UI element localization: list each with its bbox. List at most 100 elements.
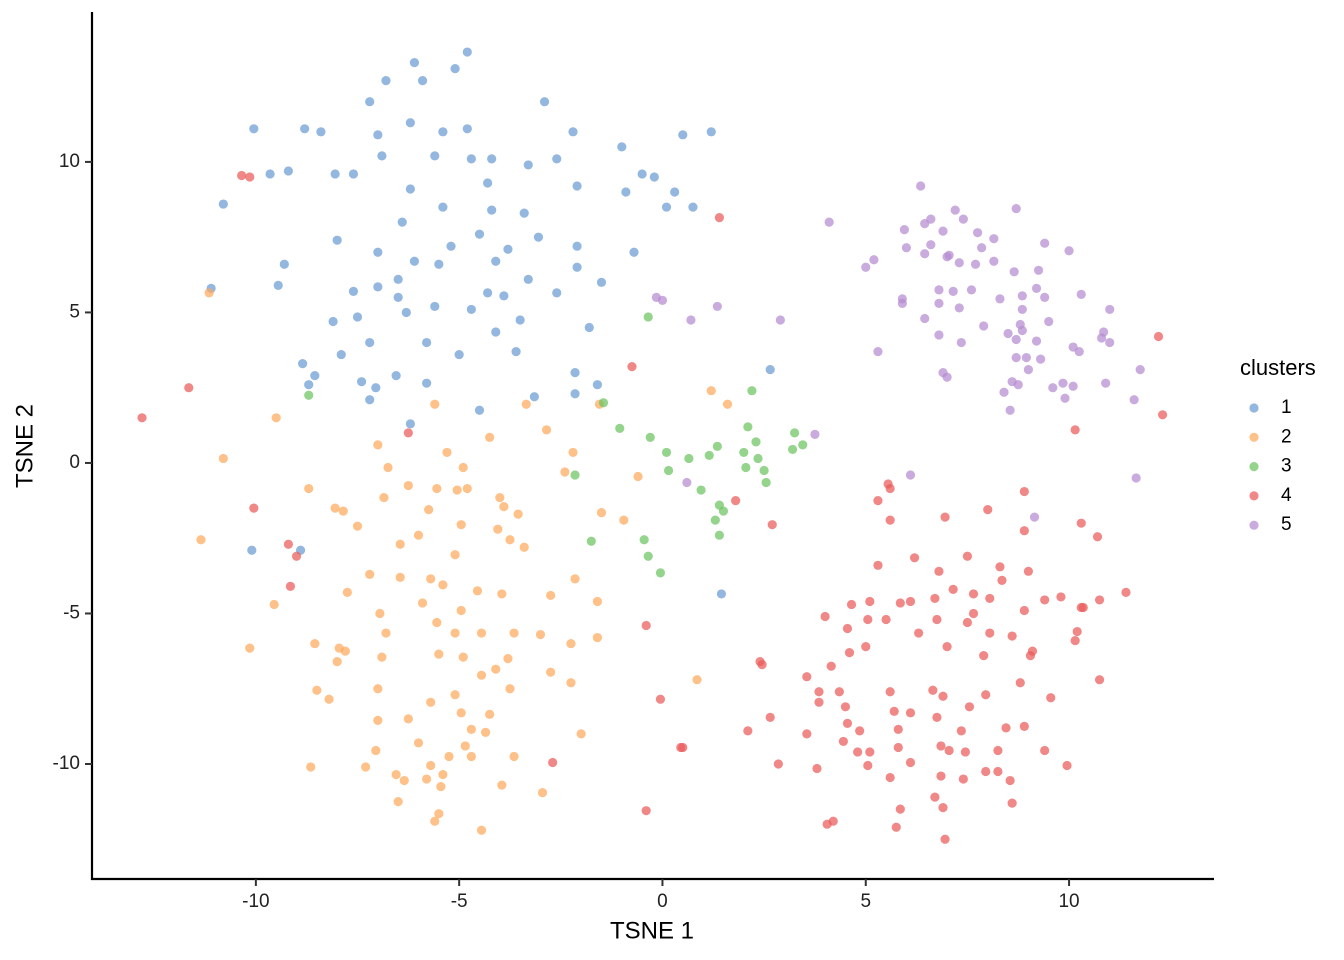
point bbox=[450, 690, 460, 700]
point bbox=[1058, 378, 1068, 388]
point bbox=[981, 690, 991, 700]
point bbox=[458, 462, 468, 473]
point bbox=[814, 687, 824, 697]
point bbox=[895, 598, 905, 608]
point bbox=[767, 520, 777, 530]
point bbox=[249, 503, 259, 513]
point bbox=[533, 232, 544, 242]
point bbox=[1040, 595, 1050, 605]
point bbox=[576, 729, 586, 739]
point bbox=[184, 383, 194, 393]
point bbox=[1074, 346, 1084, 357]
point bbox=[661, 202, 672, 212]
y-axis-title: TSNE 2 bbox=[11, 404, 38, 488]
point bbox=[519, 542, 529, 552]
point bbox=[775, 315, 785, 325]
point bbox=[304, 380, 314, 390]
point bbox=[417, 76, 428, 86]
point bbox=[310, 638, 320, 649]
point bbox=[993, 745, 1003, 756]
point bbox=[633, 471, 643, 482]
point bbox=[940, 834, 950, 844]
point bbox=[629, 247, 639, 257]
point bbox=[373, 684, 383, 694]
point bbox=[989, 234, 999, 244]
point bbox=[948, 286, 958, 296]
point bbox=[483, 178, 493, 188]
x-tick-label: 10 bbox=[1058, 891, 1079, 912]
point bbox=[460, 741, 470, 751]
point bbox=[539, 97, 550, 107]
point bbox=[204, 288, 214, 298]
point bbox=[958, 774, 968, 784]
point bbox=[377, 652, 387, 662]
point bbox=[371, 383, 381, 393]
point bbox=[503, 244, 513, 254]
point bbox=[873, 495, 883, 506]
point bbox=[552, 154, 562, 164]
point bbox=[893, 724, 903, 734]
point bbox=[895, 804, 905, 814]
point bbox=[773, 759, 783, 769]
point bbox=[1048, 383, 1058, 393]
point bbox=[822, 819, 832, 829]
point bbox=[1040, 292, 1050, 302]
point bbox=[722, 399, 733, 409]
point bbox=[1094, 675, 1105, 685]
point bbox=[682, 477, 692, 488]
point bbox=[365, 337, 375, 348]
point bbox=[639, 535, 649, 545]
point bbox=[403, 480, 413, 491]
point bbox=[826, 661, 836, 671]
x-tick-label: -5 bbox=[451, 891, 468, 912]
point bbox=[434, 649, 444, 659]
point bbox=[641, 806, 651, 816]
point bbox=[458, 652, 468, 662]
point bbox=[834, 687, 844, 697]
point bbox=[885, 687, 895, 697]
point bbox=[983, 505, 993, 515]
point bbox=[405, 419, 415, 429]
point bbox=[718, 506, 729, 516]
point bbox=[885, 515, 895, 525]
point bbox=[1062, 760, 1072, 771]
point bbox=[1157, 410, 1168, 420]
point bbox=[997, 575, 1007, 585]
point bbox=[714, 213, 724, 223]
point bbox=[395, 539, 405, 549]
point bbox=[968, 608, 979, 619]
point bbox=[905, 596, 916, 607]
point bbox=[283, 166, 293, 176]
point bbox=[245, 172, 255, 182]
point bbox=[954, 258, 964, 268]
point bbox=[743, 726, 753, 736]
point bbox=[916, 181, 926, 191]
point bbox=[584, 322, 594, 333]
legend-label: 3 bbox=[1281, 456, 1292, 477]
point bbox=[655, 568, 666, 578]
point bbox=[1070, 635, 1080, 646]
point bbox=[842, 623, 853, 634]
point bbox=[985, 593, 995, 604]
point bbox=[865, 596, 875, 607]
legend-swatch bbox=[1249, 491, 1259, 501]
point bbox=[1019, 605, 1029, 616]
point bbox=[535, 629, 546, 640]
point bbox=[934, 285, 944, 295]
point bbox=[938, 803, 948, 813]
point bbox=[885, 483, 895, 494]
point bbox=[885, 772, 895, 783]
point bbox=[753, 453, 763, 464]
point bbox=[456, 605, 466, 616]
point bbox=[761, 477, 771, 488]
point bbox=[930, 593, 940, 604]
point bbox=[426, 697, 436, 707]
point bbox=[1105, 337, 1115, 348]
point bbox=[537, 788, 548, 798]
point bbox=[972, 228, 983, 238]
point bbox=[938, 691, 948, 701]
point bbox=[1135, 365, 1145, 375]
point bbox=[1013, 380, 1023, 390]
point bbox=[401, 307, 411, 318]
point bbox=[1105, 304, 1115, 315]
